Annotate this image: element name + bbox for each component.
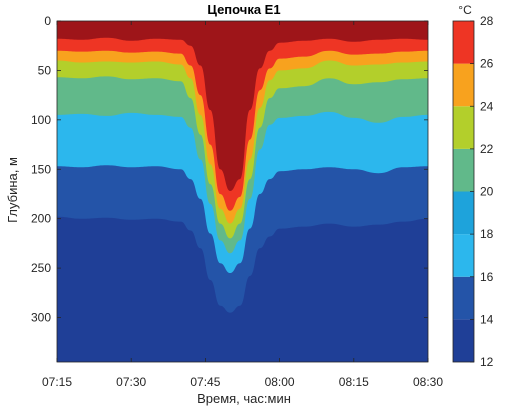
y-tick-label: 300 xyxy=(31,311,51,325)
colorbar-tick-label: 16 xyxy=(480,270,494,284)
x-axis-title: Время, час:мин xyxy=(197,391,291,406)
colorbar-tick-label: 22 xyxy=(480,142,494,156)
colorbar-unit-label: °C xyxy=(458,3,472,17)
plot-area xyxy=(56,20,429,363)
y-axis: 0 50 100 150 200 250 300 xyxy=(31,14,428,325)
y-tick-label: 50 xyxy=(38,63,52,77)
colorbar-segment xyxy=(453,148,474,192)
x-tick-label: 08:15 xyxy=(339,375,369,389)
colorbar-segment xyxy=(453,319,474,362)
y-tick-label: 0 xyxy=(44,14,51,28)
chart-title: Цепочка E1 xyxy=(207,2,280,17)
isotherm-band-14 xyxy=(57,216,428,362)
y-tick-label: 200 xyxy=(31,212,51,226)
colorbar-segment xyxy=(453,63,474,107)
colorbar-tick-label: 18 xyxy=(480,227,494,241)
x-tick-label: 07:30 xyxy=(116,375,146,389)
colorbar-segment xyxy=(453,234,474,277)
colorbar-tick-label: 26 xyxy=(480,57,494,71)
colorbar-tick-label: 20 xyxy=(480,185,494,199)
y-tick-label: 250 xyxy=(31,261,51,275)
x-axis: 07:15 07:30 07:45 08:00 08:15 08:30 xyxy=(42,21,443,389)
colorbar-tick-label: 14 xyxy=(480,312,494,326)
x-tick-label: 07:45 xyxy=(190,375,220,389)
x-tick-label: 07:15 xyxy=(42,375,72,389)
plot-frame xyxy=(56,20,429,363)
x-tick-label: 08:00 xyxy=(265,375,295,389)
y-tick-label: 100 xyxy=(31,113,51,127)
colorbar-segment xyxy=(453,21,474,64)
colorbar-segment xyxy=(453,276,474,320)
y-tick-label: 150 xyxy=(31,162,51,176)
colorbar-segment xyxy=(453,106,474,149)
colorbar-tick-label: 12 xyxy=(480,355,494,369)
colorbar-segment xyxy=(453,191,474,235)
colorbar-tick-label: 24 xyxy=(480,99,494,113)
y-axis-title: Глубина, м xyxy=(5,157,20,223)
colorbar-tick-label: 28 xyxy=(480,14,494,28)
colorbar: 12 14 16 18 20 22 24 26 28 xyxy=(452,14,494,369)
x-tick-label: 08:30 xyxy=(413,375,443,389)
